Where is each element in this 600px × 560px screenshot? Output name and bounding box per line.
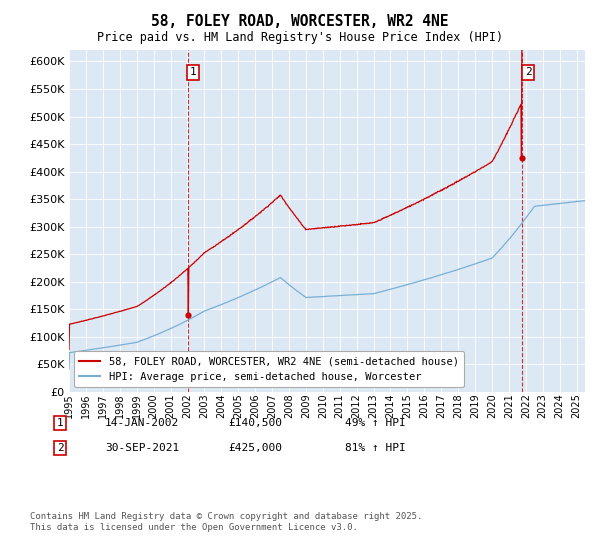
Text: 2: 2 [56,443,64,453]
Text: Price paid vs. HM Land Registry's House Price Index (HPI): Price paid vs. HM Land Registry's House … [97,31,503,44]
Text: 58, FOLEY ROAD, WORCESTER, WR2 4NE: 58, FOLEY ROAD, WORCESTER, WR2 4NE [151,14,449,29]
Text: £425,000: £425,000 [228,443,282,453]
Text: 1: 1 [190,67,197,77]
Point [184,310,193,319]
Text: Contains HM Land Registry data © Crown copyright and database right 2025.
This d: Contains HM Land Registry data © Crown c… [30,512,422,532]
Text: 30-SEP-2021: 30-SEP-2021 [105,443,179,453]
Point [517,153,526,162]
Text: £140,500: £140,500 [228,418,282,428]
Legend: 58, FOLEY ROAD, WORCESTER, WR2 4NE (semi-detached house), HPI: Average price, se: 58, FOLEY ROAD, WORCESTER, WR2 4NE (semi… [74,351,464,387]
Text: 1: 1 [56,418,64,428]
Text: 49% ↑ HPI: 49% ↑ HPI [345,418,406,428]
Text: 81% ↑ HPI: 81% ↑ HPI [345,443,406,453]
Text: 2: 2 [525,67,532,77]
Text: 14-JAN-2002: 14-JAN-2002 [105,418,179,428]
